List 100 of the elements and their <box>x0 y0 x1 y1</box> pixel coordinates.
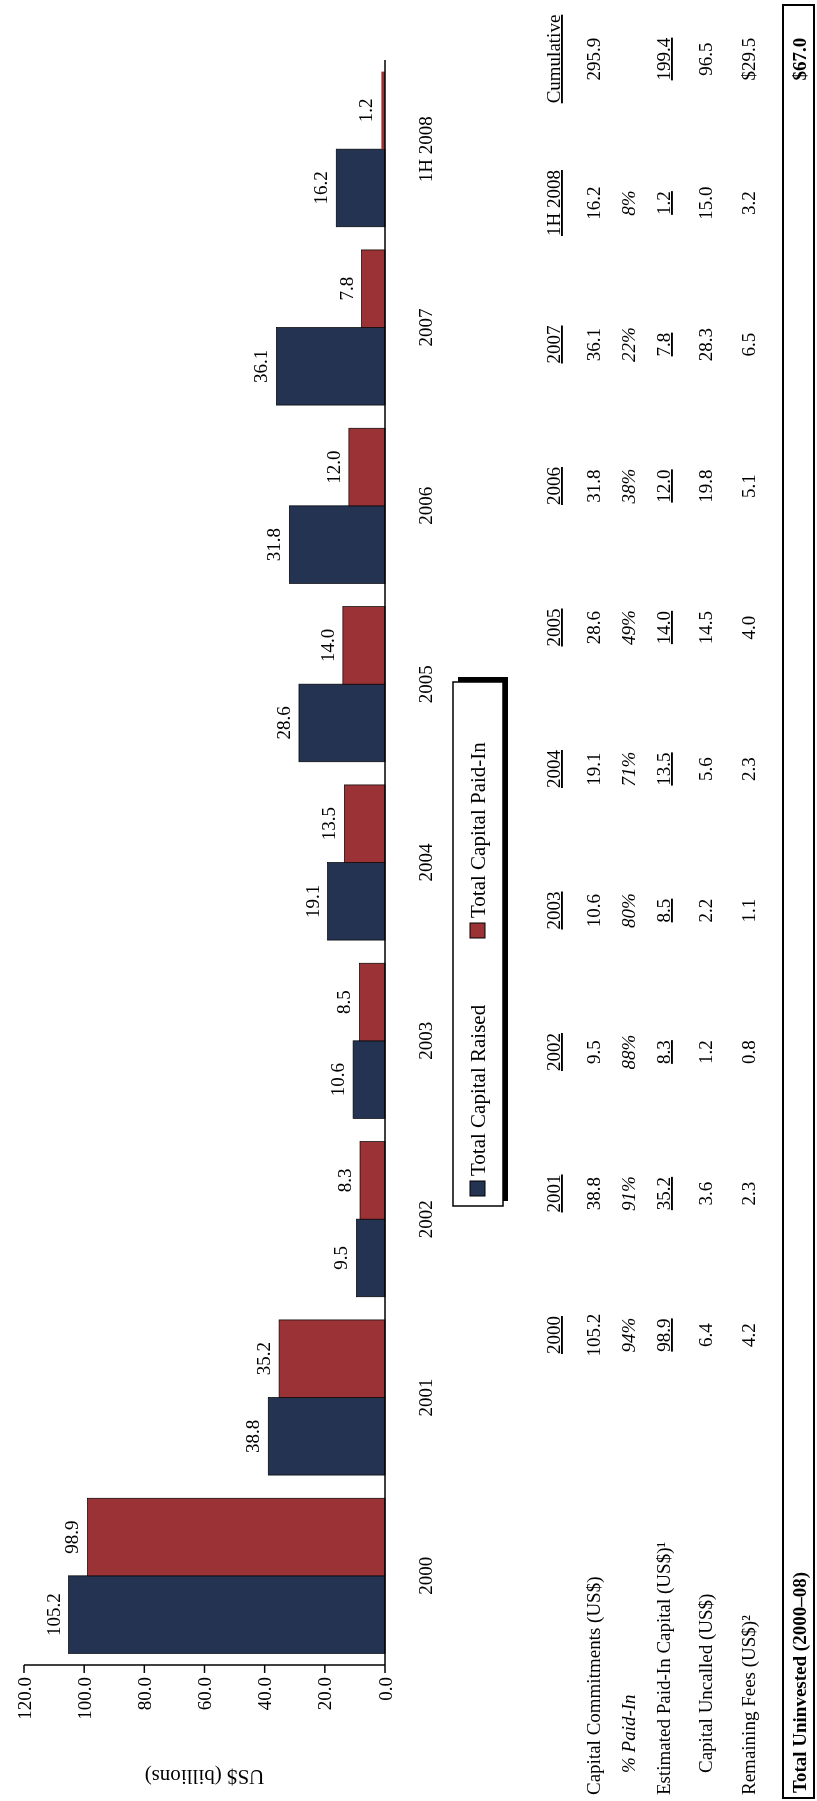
text: 38.8 <box>583 1176 604 1211</box>
text: Total Capital Raised <box>466 1004 490 1176</box>
text: 16.2 <box>583 186 604 220</box>
text: 28.6 <box>583 610 604 645</box>
text: 98.9 <box>653 1318 674 1352</box>
text: Total Capital Paid-In <box>466 741 490 918</box>
data-label: 31.8 <box>263 528 285 562</box>
text: 12.0 <box>653 469 674 503</box>
text: 96.5 <box>695 42 716 76</box>
text: 3.2 <box>738 191 759 215</box>
category-label: 2001 <box>543 1174 564 1213</box>
text: 35.2 <box>653 1176 674 1211</box>
text: 1.2 <box>695 1040 716 1064</box>
category-label: 1H 2008 <box>543 170 564 236</box>
text: 94% <box>618 1317 639 1353</box>
text: Cumulative <box>543 14 564 104</box>
data-label: 16.2 <box>310 171 332 205</box>
text: 6.4 <box>695 1322 716 1347</box>
data-label: 10.6 <box>327 1063 349 1097</box>
text: 22% <box>618 327 639 362</box>
text: 19.8 <box>695 469 716 503</box>
text: Capital Uncalled (US$) <box>695 1593 717 1773</box>
x-tick-label: 120.0 <box>13 1677 35 1720</box>
text: 14.5 <box>695 610 716 645</box>
data-label: 7.8 <box>335 276 357 301</box>
x-axis-title: US$ (billions) <box>144 1765 265 1789</box>
x-tick-label: 60.0 <box>194 1677 216 1711</box>
y-tick-label: 2001 <box>415 1378 436 1417</box>
text: 8% <box>618 190 639 216</box>
category-label: 2003 <box>543 891 564 930</box>
text: 2.3 <box>738 1181 759 1206</box>
text: 295.9 <box>583 37 604 81</box>
text: 31.8 <box>583 469 604 503</box>
y-tick-label: 2004 <box>415 843 436 882</box>
category-label: 2000 <box>543 1316 564 1354</box>
x-tick-label: 0.0 <box>374 1677 396 1701</box>
x-tick-label: 80.0 <box>133 1677 155 1711</box>
text: 36.1 <box>583 327 604 362</box>
text: 1.2 <box>653 191 674 215</box>
text: 10.6 <box>583 893 604 928</box>
category-label: 2007 <box>543 325 564 364</box>
data-label: 105.2 <box>42 1593 64 1636</box>
data-label: 1.2 <box>355 98 377 123</box>
data-label: 38.8 <box>242 1419 264 1453</box>
category-label: 2002 <box>543 1033 564 1071</box>
data-label: 8.5 <box>333 990 355 1014</box>
text: 6.5 <box>738 332 759 357</box>
x-tick-label: 20.0 <box>314 1677 336 1711</box>
text: 80% <box>618 893 639 928</box>
data-label: 8.3 <box>334 1168 356 1193</box>
category-label: 2006 <box>543 467 564 505</box>
text: Capital Commitments (US$) <box>583 1576 605 1795</box>
y-tick-label: 2003 <box>415 1021 436 1060</box>
text: Remaining Fees (US$)² <box>738 1614 760 1795</box>
text: 3.6 <box>695 1181 716 1206</box>
text: 8.3 <box>653 1040 674 1064</box>
text: 13.5 <box>653 752 674 786</box>
data-label: 12.0 <box>322 450 344 484</box>
text: 4.0 <box>738 615 759 640</box>
data-label: 36.1 <box>250 349 272 383</box>
text: 4.2 <box>738 1323 759 1347</box>
data-label: 98.9 <box>61 1520 83 1554</box>
y-tick-label: 2000 <box>415 1556 436 1595</box>
text: Estimated Paid-In Capital (US$)¹ <box>653 1541 675 1795</box>
text: % Paid-In <box>618 1694 639 1773</box>
x-tick-label: 40.0 <box>254 1677 276 1711</box>
text: 2.2 <box>695 898 716 923</box>
text: 1.1 <box>738 898 759 923</box>
text: 91% <box>618 1176 639 1211</box>
data-label: 28.6 <box>272 706 294 740</box>
text: 49% <box>618 610 639 645</box>
y-tick-label: 2002 <box>415 1200 436 1239</box>
y-tick-label: 2006 <box>415 486 436 525</box>
data-label: 35.2 <box>253 1342 275 1376</box>
text: 28.3 <box>695 327 716 362</box>
text: Total Uninvested (2000–08) <box>789 1572 811 1793</box>
text: 0.8 <box>738 1040 759 1064</box>
y-tick-label: 1H 2008 <box>415 116 436 183</box>
text: 15.0 <box>695 186 716 220</box>
text: 71% <box>618 751 639 787</box>
text: 2.3 <box>738 757 759 781</box>
category-label: 2004 <box>543 750 564 788</box>
text: $67.0 <box>789 37 810 81</box>
text: 9.5 <box>583 1040 604 1064</box>
data-label: 9.5 <box>330 1246 352 1270</box>
text: 19.1 <box>583 752 604 786</box>
text: 88% <box>618 1034 639 1070</box>
data-label: 19.1 <box>301 884 323 918</box>
text: 14.0 <box>653 610 674 645</box>
category-label: 2005 <box>543 608 564 647</box>
y-tick-label: 2007 <box>415 308 436 347</box>
y-tick-label: 2005 <box>415 665 436 704</box>
text: 105.2 <box>583 1313 604 1357</box>
x-tick-label: 100.0 <box>73 1677 95 1720</box>
text: $29.5 <box>738 37 759 81</box>
text: 8.5 <box>653 898 674 923</box>
data-label: 14.0 <box>316 628 338 662</box>
text: 5.6 <box>695 757 716 781</box>
text: 7.8 <box>653 332 674 357</box>
text: 199.4 <box>653 37 674 81</box>
